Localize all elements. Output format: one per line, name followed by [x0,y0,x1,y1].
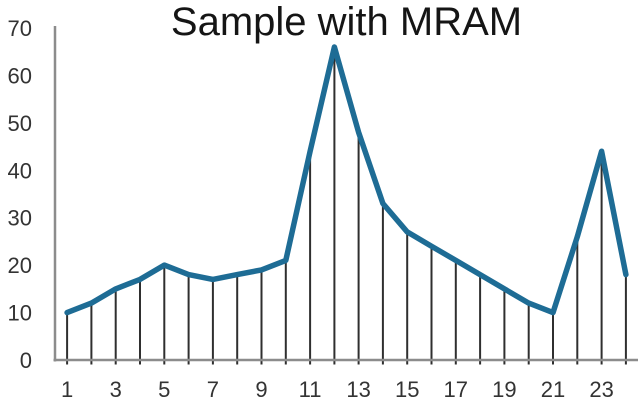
y-tick-label: 30 [8,206,32,231]
x-tick-label: 23 [589,377,613,402]
y-tick-label: 10 [8,301,32,326]
x-tick-label: 7 [207,377,219,402]
x-tick-label: 21 [541,377,565,402]
chart-title: Sample with MRAM [170,0,523,44]
x-tick-label: 19 [492,377,516,402]
y-tick-label: 70 [8,16,32,41]
x-tick-label: 5 [158,377,170,402]
y-tick-label: 50 [8,111,32,136]
x-tick-label: 3 [110,377,122,402]
x-tick-label: 1 [61,377,73,402]
y-tick-label: 40 [8,158,32,183]
series-line [64,44,629,316]
x-tick-label: 11 [299,377,322,402]
x-tick-label: 17 [444,377,468,402]
x-tick-label: 9 [255,377,267,402]
y-tick-label: 0 [20,348,32,373]
y-tick-label: 20 [8,253,32,278]
y-tick-label: 60 [8,63,32,88]
x-tick-label: 13 [346,377,370,402]
x-tick-label: 15 [395,377,419,402]
